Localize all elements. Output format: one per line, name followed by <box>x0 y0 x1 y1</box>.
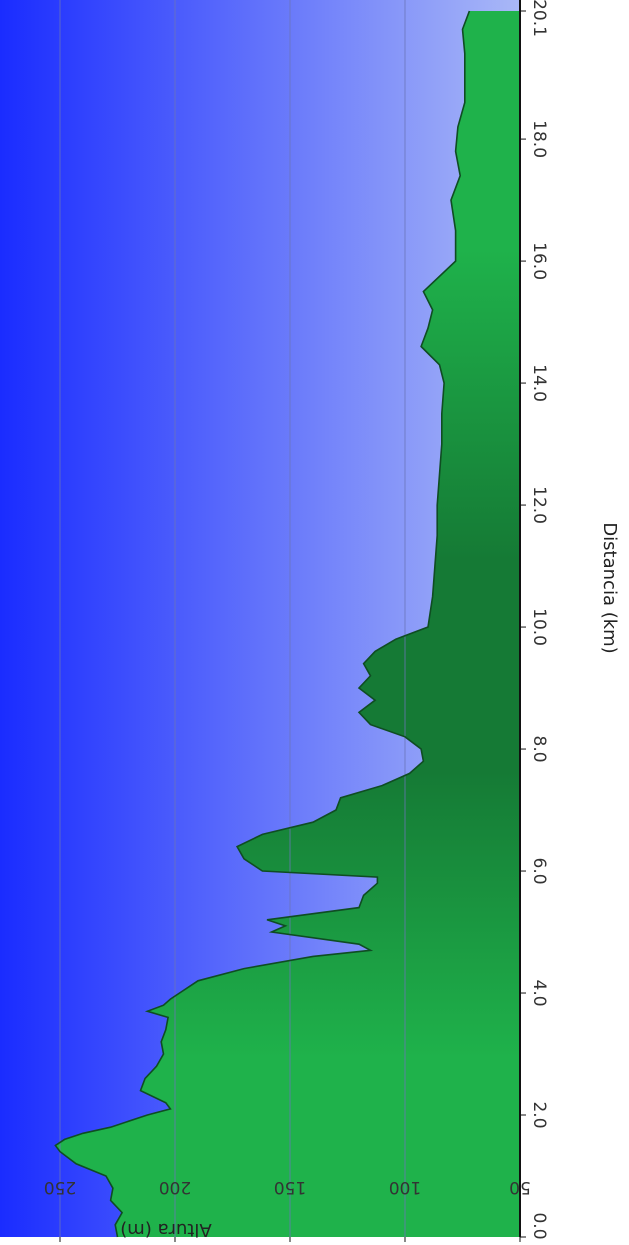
x-tick-label: 16.0 <box>529 242 549 280</box>
x-tick-label: 2.0 <box>529 1101 549 1128</box>
x-tick-label: 4.0 <box>529 979 549 1006</box>
grid-lines <box>59 0 406 1237</box>
y-tick-label: 100 <box>389 1177 421 1197</box>
x-tick-label: 18.0 <box>529 120 549 158</box>
x-tick-label: 20.1 <box>529 0 549 37</box>
terrain-elevation-line <box>54 10 471 1238</box>
terrain-elevation-area <box>55 11 521 1237</box>
x-tick-label: 8.0 <box>529 736 549 763</box>
y-axis-title: Altura (m) <box>120 1219 212 1240</box>
y-tick-label: 250 <box>44 1177 76 1197</box>
x-tick-label: 6.0 <box>529 858 549 885</box>
x-tick-label: 14.0 <box>529 364 549 402</box>
y-axis-ticks: 50 100 150 200 250 <box>44 1177 531 1242</box>
y-tick-label: 200 <box>159 1177 191 1197</box>
y-tick-label: 50 <box>509 1177 531 1197</box>
x-tick-label: 0.0 <box>529 1212 549 1239</box>
x-tick-label: 10.0 <box>529 608 549 646</box>
x-tick-label: 12.0 <box>529 486 549 524</box>
x-axis-title: Distancia (km) <box>599 522 620 653</box>
y-tick-label: 150 <box>274 1177 306 1197</box>
x-axis-ticks: 0.0 2.0 4.0 6.0 8.0 10.0 12.0 14.0 16.0 18.0 20.1 <box>520 0 549 1240</box>
